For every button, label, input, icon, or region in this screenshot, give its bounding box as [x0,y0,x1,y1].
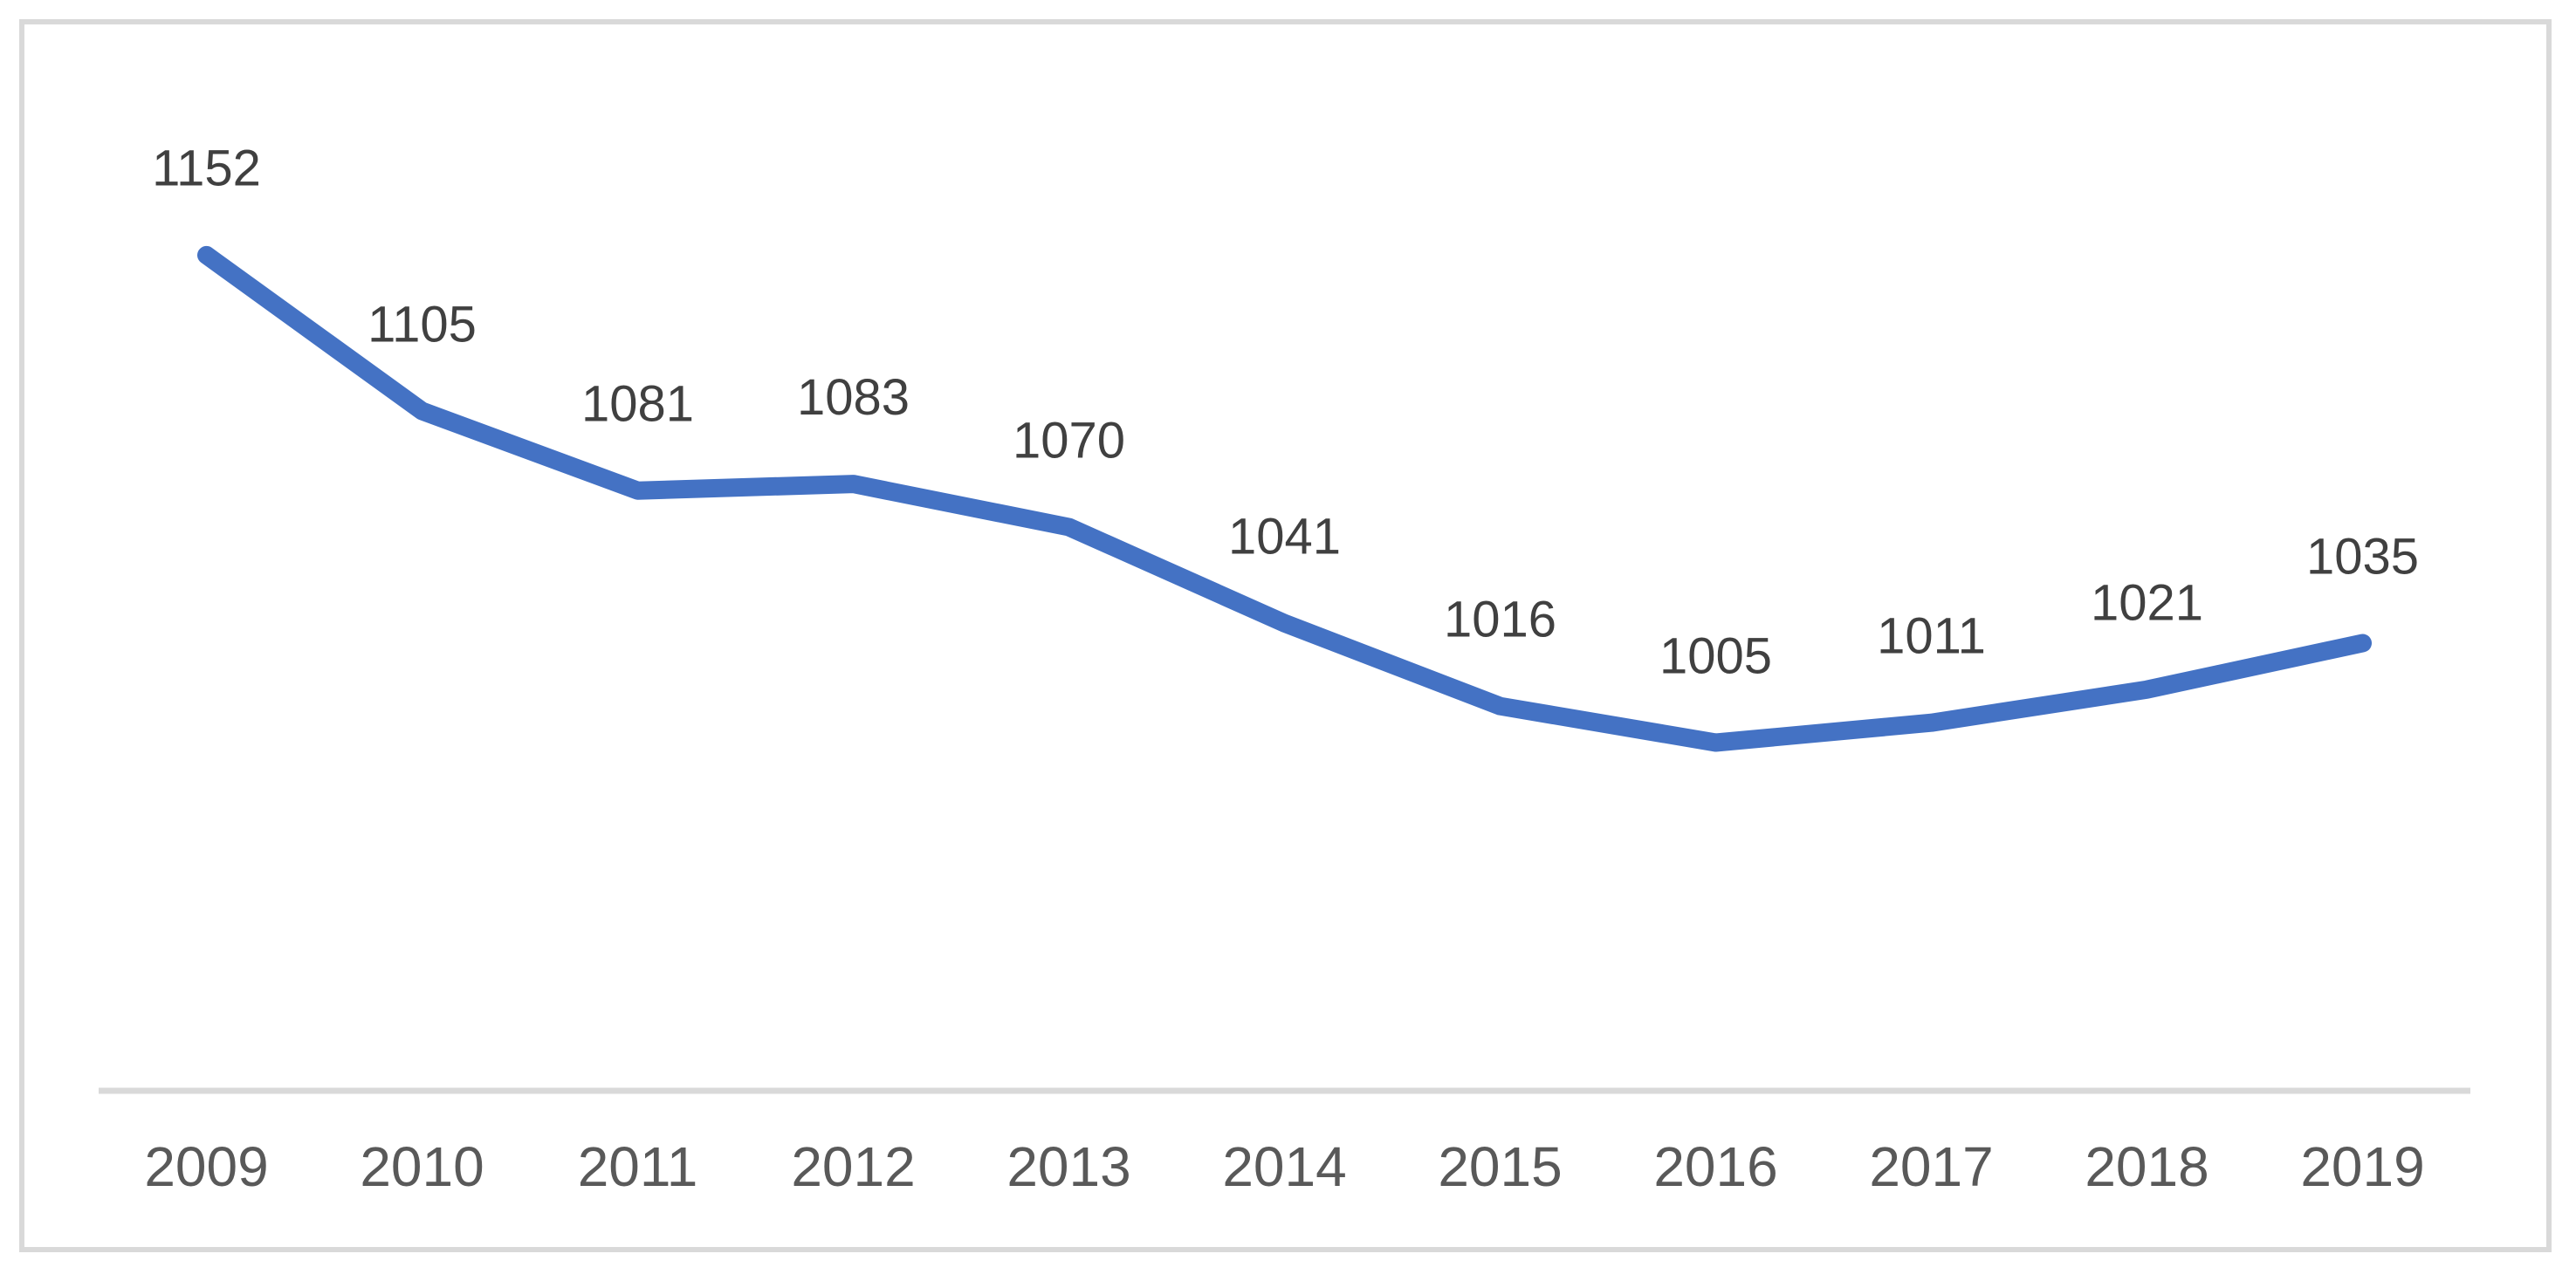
data-label: 1041 [1228,509,1341,565]
x-tick-label: 2012 [791,1135,915,1198]
x-tick-label: 2009 [144,1135,268,1198]
data-label: 1035 [2306,528,2419,585]
x-tick-label: 2016 [1653,1135,1777,1198]
data-label: 1005 [1659,627,1772,684]
x-tick-label: 2015 [1438,1135,1562,1198]
data-label: 1016 [1444,592,1556,648]
x-tick-label: 2013 [1006,1135,1130,1198]
data-label: 1081 [581,376,694,433]
data-label: 1011 [1877,608,1986,665]
x-tick-label: 2010 [360,1135,484,1198]
x-tick-label: 2017 [1869,1135,1993,1198]
chart-border [19,19,2552,1252]
x-tick-label: 2011 [578,1135,698,1198]
series-line [197,245,2372,752]
x-tick-label: 2019 [2300,1135,2424,1198]
data-label: 1152 [152,140,261,197]
data-label: 1070 [1013,412,1125,469]
x-tick-label: 2014 [1222,1135,1346,1198]
x-tick-label: 2018 [2085,1135,2208,1198]
data-label: 1105 [368,296,477,353]
data-label: 1083 [797,369,910,426]
data-label: 1021 [2091,575,2203,632]
